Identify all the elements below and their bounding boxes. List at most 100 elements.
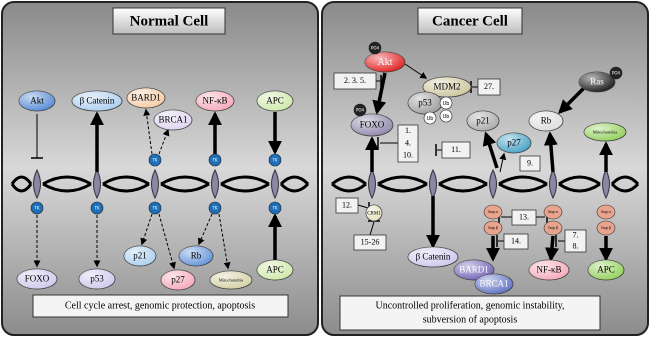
small-label: Ub	[443, 101, 450, 107]
protein-label: CRM1	[367, 212, 381, 217]
caption-box	[32, 294, 289, 318]
small-marker	[30, 201, 44, 215]
receptor	[33, 168, 41, 200]
membrane	[102, 175, 150, 186]
shine	[210, 271, 252, 289]
shine	[579, 72, 615, 92]
protein-label: p21	[133, 251, 147, 261]
protein-label: MDM2	[433, 82, 460, 92]
arrow	[558, 86, 586, 114]
small-label: TK	[33, 205, 39, 210]
reference: 15-26	[361, 237, 380, 246]
small-label: PO4	[612, 70, 621, 75]
importin-label: Imp β	[548, 225, 557, 230]
arrow	[218, 213, 231, 270]
shine	[497, 133, 531, 153]
membrane	[10, 183, 33, 193]
protein-label: BRCA1	[479, 279, 508, 289]
small-label: PO4	[356, 107, 365, 112]
membrane	[558, 175, 601, 186]
arrow	[544, 235, 559, 262]
membrane	[498, 182, 548, 193]
arrow	[158, 128, 170, 155]
small-label: TK	[151, 205, 157, 210]
shine	[408, 92, 442, 114]
receptor	[549, 168, 557, 200]
shine	[179, 246, 213, 266]
membrane	[279, 175, 310, 186]
reference: 10.	[403, 151, 413, 160]
diagram-content: Akt β Catenin BARD1 BRCA1 NF-κB APC FOXO p53 p21…	[10, 41, 640, 295]
arrow	[372, 72, 387, 115]
reference-box	[503, 233, 529, 250]
membrane	[377, 182, 428, 193]
importin	[543, 204, 563, 220]
membrane	[102, 182, 150, 193]
small-marker	[208, 153, 222, 167]
shine	[19, 91, 55, 111]
reference-box	[333, 72, 377, 90]
shine	[161, 270, 195, 290]
shine	[72, 91, 122, 111]
reference: 2. 3. 5.	[344, 76, 366, 85]
membrane	[160, 182, 210, 193]
protein-label: Mitochondria	[219, 278, 244, 283]
arrow	[143, 108, 153, 155]
reference-box	[441, 141, 471, 159]
shine	[79, 269, 115, 289]
small-label: TK	[271, 157, 277, 162]
importin-label: Imp α	[601, 209, 611, 214]
caption-box	[339, 295, 601, 331]
membrane	[331, 182, 367, 193]
membrane	[377, 175, 428, 186]
membrane	[42, 175, 92, 186]
arrow	[158, 213, 176, 270]
protein-label: β Catenin	[80, 96, 115, 106]
shine	[408, 247, 458, 267]
small-label: TK	[151, 157, 157, 162]
small-marker	[90, 201, 104, 215]
protein-label: p53	[418, 98, 432, 108]
panel-title: Cancer Cell	[432, 13, 508, 29]
shine	[257, 260, 293, 280]
small-label: TK	[271, 205, 277, 210]
membrane	[558, 182, 601, 193]
left-panel	[1, 1, 319, 336]
receptor	[602, 168, 610, 200]
membrane	[610, 182, 640, 193]
inhibition	[369, 221, 375, 236]
arrow	[198, 213, 213, 246]
shine	[423, 77, 471, 97]
importin-label: Imp α	[548, 209, 558, 214]
protein-label: FOXO	[25, 274, 50, 284]
panel-title: Normal Cell	[130, 13, 209, 29]
protein-label: Mitochondria	[593, 130, 618, 135]
protein-label: BARD1	[131, 93, 161, 103]
small-marker	[439, 96, 453, 110]
inhibition	[357, 204, 369, 209]
protein-label: BRCA1	[158, 115, 187, 125]
reference-box	[477, 78, 501, 96]
protein-label: NF-κB	[536, 265, 561, 275]
small-marker	[268, 201, 282, 215]
membrane	[331, 175, 367, 186]
protein-label: p21	[476, 116, 490, 126]
reference-box	[335, 197, 359, 214]
protein-label: Akt	[378, 57, 393, 68]
protein-label: Ras	[590, 77, 604, 87]
reference-box	[564, 229, 587, 253]
membrane	[220, 182, 270, 193]
protein-label: FOXO	[360, 120, 385, 130]
small-label: Ub	[427, 116, 434, 122]
small-marker	[268, 153, 282, 167]
small-label: Ub	[443, 114, 450, 120]
protein-label: APC	[266, 265, 284, 275]
shine	[467, 111, 499, 131]
small-marker	[353, 103, 367, 117]
small-marker	[148, 153, 162, 167]
receptor	[271, 168, 279, 200]
shine	[257, 91, 293, 111]
importin	[596, 204, 616, 220]
membrane	[10, 175, 33, 185]
reference: 11.	[451, 145, 461, 154]
